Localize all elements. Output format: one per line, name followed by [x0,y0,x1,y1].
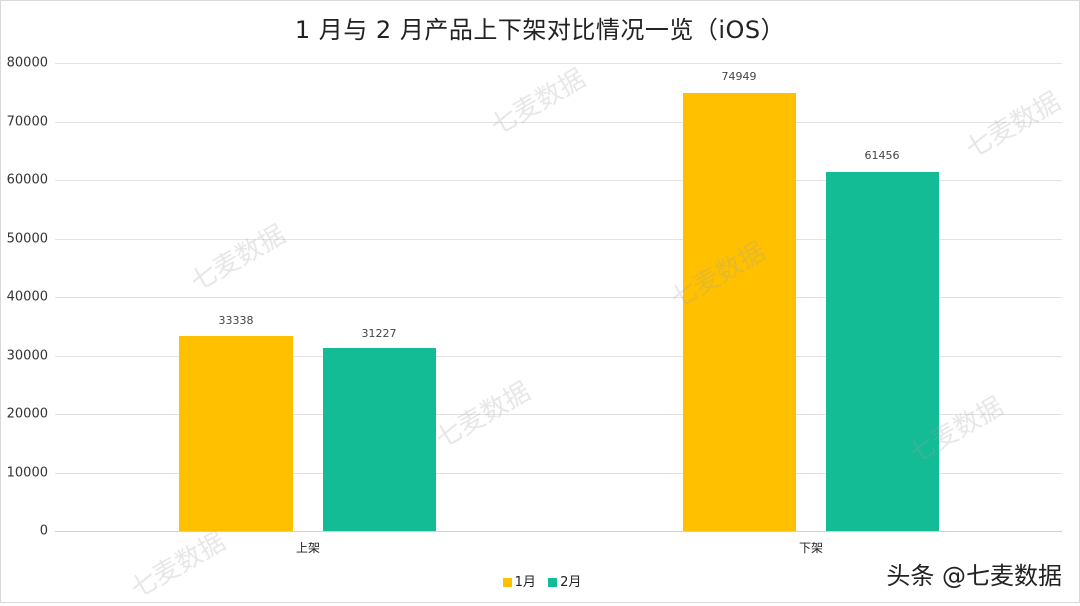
data-label: 33338 [218,314,254,327]
y-tick: 0 [39,523,48,539]
legend-swatch-icon [548,578,558,587]
gridline [55,180,1062,181]
legend-label: 2月 [560,575,582,590]
plot-area: 33338 31227 74949 61456 [55,63,1062,532]
legend-item-feb[interactable]: 2月 [544,571,581,590]
gridline [55,355,1062,357]
data-label: 61456 [864,149,900,162]
data-label: 31227 [361,327,397,340]
y-tick: 10000 [6,465,48,480]
chart-title: 1 月与 2 月产品上下架对比情况一览（iOS） [294,16,786,44]
y-tick: 20000 [6,406,48,422]
data-label: 74949 [721,70,757,83]
legend-item-jan[interactable]: 1月 [499,571,536,590]
legend-label: 1月 [514,575,536,590]
x-category-label: 上架 [295,541,320,555]
y-tick: 80000 [6,55,48,71]
bar-xiajia-feb [826,171,939,531]
gridline [55,63,1062,64]
bar-xiajia-jan [683,92,796,531]
gridline [55,472,1062,474]
y-tick: 60000 [6,172,48,188]
gridline [55,414,1062,415]
y-tick: 40000 [6,289,48,305]
legend-swatch-icon [502,578,512,587]
legend: 1月 2月 [0,571,1080,590]
bar-shangjia-feb [323,348,436,531]
source-credit: 头条 @七麦数据 [886,562,1062,590]
y-tick: 30000 [6,348,48,363]
x-category-label: 下架 [798,541,823,555]
y-tick: 50000 [6,231,48,246]
bar-shangjia-jan [179,336,293,531]
y-tick: 70000 [6,114,48,129]
gridline [55,121,1062,123]
x-axis-line [55,531,1062,532]
gridline [55,238,1062,240]
gridline [55,297,1062,298]
